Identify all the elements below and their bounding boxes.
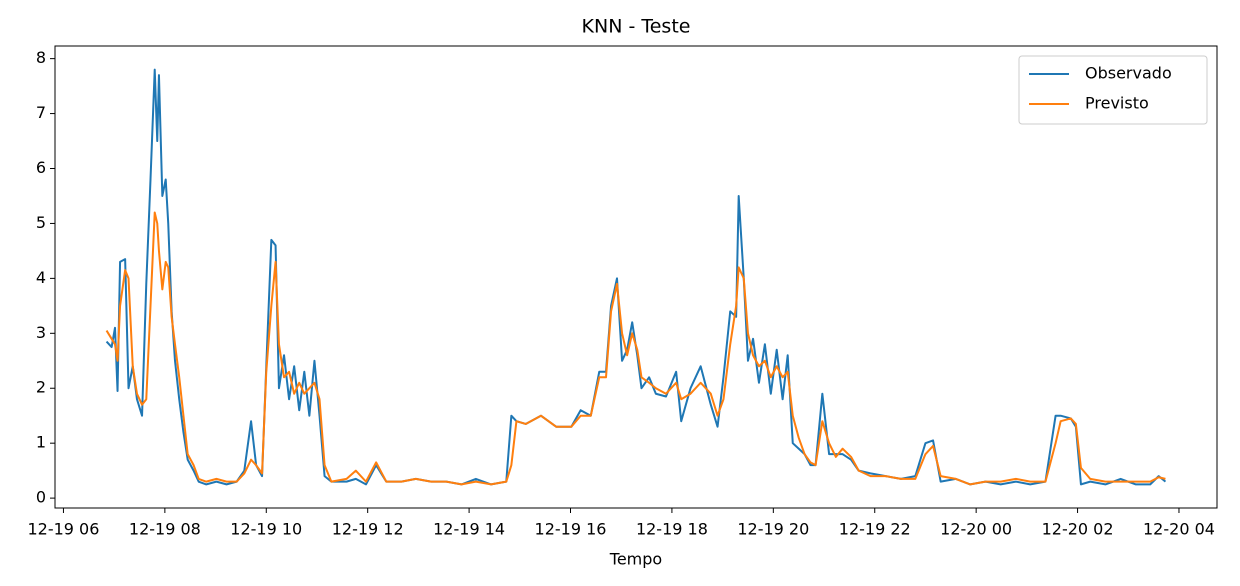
y-tick-label: 0 bbox=[36, 488, 46, 507]
x-tick-label: 12-20 02 bbox=[1042, 520, 1114, 539]
plot-frame bbox=[54, 45, 1218, 509]
y-tick-label: 5 bbox=[36, 213, 46, 232]
x-tick-label: 12-19 12 bbox=[332, 520, 404, 539]
y-tick-label: 3 bbox=[36, 323, 46, 342]
x-tick-label: 12-20 00 bbox=[940, 520, 1012, 539]
y-tick-label: 1 bbox=[36, 433, 46, 452]
x-tick-label: 12-19 22 bbox=[839, 520, 911, 539]
y-tick-label: 7 bbox=[36, 103, 46, 122]
y-tick-label: 4 bbox=[36, 268, 46, 287]
x-tick-label: 12-19 08 bbox=[129, 520, 201, 539]
legend-label: Observado bbox=[1085, 64, 1172, 83]
x-tick-label: 12-19 14 bbox=[433, 520, 505, 539]
x-axis-label: Tempo bbox=[609, 550, 662, 569]
chart-title: KNN - Teste bbox=[582, 16, 691, 38]
x-tick-label: 12-19 10 bbox=[230, 520, 302, 539]
legend-label: Previsto bbox=[1085, 94, 1149, 113]
data-line bbox=[105, 68, 1167, 486]
data-line bbox=[105, 211, 1166, 486]
x-tick-label: 12-20 04 bbox=[1143, 520, 1215, 539]
x-tick-label: 12-19 06 bbox=[27, 520, 99, 539]
x-tick-label: 12-19 20 bbox=[737, 520, 809, 539]
y-tick-label: 6 bbox=[36, 158, 46, 177]
y-tick-label: 2 bbox=[36, 378, 46, 397]
x-tick-label: 12-19 16 bbox=[535, 520, 607, 539]
x-tick-label: 12-19 18 bbox=[636, 520, 708, 539]
y-tick-label: 8 bbox=[36, 48, 46, 67]
